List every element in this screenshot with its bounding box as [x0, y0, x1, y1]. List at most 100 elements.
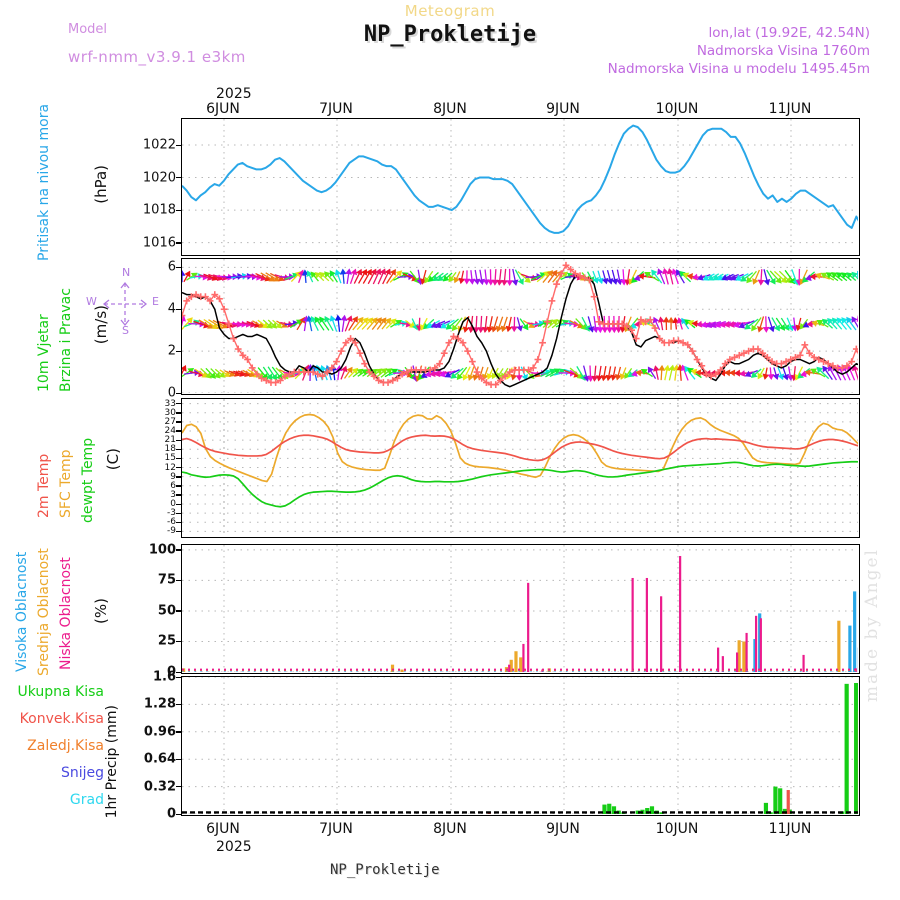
compass-cross-icon [102, 281, 148, 327]
meteogram-word: Meteogram [404, 2, 496, 20]
compass-n-label: N [122, 266, 131, 279]
y-tick-mark [176, 144, 181, 146]
y-tick-mark [176, 671, 181, 673]
y-tick-label: 6 [167, 259, 176, 275]
y-tick-mark [176, 209, 181, 211]
y-tick-label: 15 [164, 453, 176, 464]
precip-legend-item: Zaledj.Kisa [27, 738, 104, 754]
y-tick-mark [176, 177, 181, 179]
y-tick-label: 33 [164, 398, 176, 409]
elevation-text: Nadmorska Visina 1760m [696, 43, 870, 59]
y-tick-label: 0 [170, 499, 176, 510]
y-tick-mark [176, 467, 181, 469]
y-tick-mark [176, 579, 181, 582]
pressure-panel [181, 118, 860, 256]
y-tick-label: 6 [170, 480, 176, 491]
model-label: Model [68, 22, 108, 37]
y-tick-label: 0.64 [143, 751, 176, 767]
date-tick-bottom-8jun: 8JUN [433, 821, 467, 837]
y-tick-mark [176, 703, 181, 706]
compass-e-label: E [152, 295, 159, 308]
precip-legend-item: Ukupna Kisa [17, 684, 104, 700]
date-tick-bottom-10jun: 10JUN [655, 821, 699, 837]
lonlat-text: lon,lat (19.92E, 42.54N) [708, 25, 870, 41]
y-tick-mark [176, 266, 181, 269]
cloud-panel [181, 544, 860, 674]
y-tick-label: 100 [148, 542, 176, 558]
y-tick-mark [176, 421, 181, 423]
y-tick-label: -9 [167, 526, 176, 537]
model-value: wrf-nmm_v3.9.1 e3km [68, 48, 246, 66]
y-tick-mark [176, 308, 181, 311]
date-tick-10jun: 10JUN [655, 101, 699, 117]
y-tick-mark [176, 512, 181, 515]
wind-panel-label-1: 10m Vjetar [36, 314, 52, 392]
y-tick-mark [176, 731, 181, 733]
y-tick-label: 27 [164, 416, 176, 427]
year-label-bottom: 2025 [216, 839, 252, 855]
y-tick-label: 30 [164, 407, 176, 418]
y-tick-mark [176, 494, 181, 496]
y-tick-mark [176, 439, 181, 441]
date-tick-8jun: 8JUN [433, 101, 467, 117]
y-tick-label: 1022 [142, 137, 176, 153]
y-tick-mark [176, 521, 181, 524]
y-tick-mark [176, 392, 181, 394]
y-tick-label: 25 [157, 633, 176, 649]
y-tick-label: 75 [157, 572, 176, 588]
elevation-model-text: Nadmorska Visina u modelu 1495.45m [607, 61, 870, 77]
y-tick-mark [176, 503, 181, 505]
y-tick-mark [176, 350, 181, 353]
y-tick-label: 0.32 [143, 779, 176, 795]
y-tick-label: 50 [157, 603, 176, 619]
y-tick-mark [176, 676, 181, 678]
y-tick-label: 1.28 [143, 696, 176, 712]
y-tick-label: 18 [164, 444, 176, 455]
date-tick-6jun: 6JUN [206, 101, 240, 117]
y-tick-mark [176, 549, 181, 551]
page-title: NP_Prokletije [363, 22, 537, 47]
precip-panel [181, 676, 860, 816]
compass-s-label: S [122, 324, 129, 337]
date-tick-11jun: 11JUN [768, 101, 812, 117]
y-tick-label: 9 [170, 471, 176, 482]
year-label-top: 2025 [216, 86, 252, 102]
y-tick-label: 24 [164, 425, 176, 436]
watermark-text: made by Angel [862, 548, 882, 703]
y-tick-mark [176, 786, 181, 788]
precip-legend-item: Snijeg [60, 765, 104, 781]
y-tick-label: 1.6 [152, 669, 176, 685]
y-tick-mark [176, 640, 181, 643]
y-tick-mark [176, 530, 181, 533]
wind-panel [181, 258, 860, 395]
y-tick-label: 0.96 [143, 724, 176, 740]
footer-station-name: NP_Prokletije [330, 862, 440, 878]
y-tick-label: -6 [167, 517, 176, 528]
date-tick-bottom-7jun: 7JUN [319, 821, 353, 837]
y-tick-mark [176, 448, 181, 451]
precip-legend-item: Grad [69, 792, 104, 808]
compass-rose-icon: N S E W [86, 266, 164, 340]
y-tick-mark [176, 758, 181, 761]
date-tick-bottom-11jun: 11JUN [768, 821, 812, 837]
y-tick-mark [176, 485, 181, 487]
compass-w-label: W [86, 295, 97, 308]
y-tick-mark [176, 813, 181, 815]
y-tick-label: -3 [167, 508, 176, 519]
y-tick-label: 12 [164, 462, 176, 473]
y-tick-mark [176, 412, 181, 414]
y-tick-mark [176, 457, 181, 460]
date-tick-bottom-9jun: 9JUN [546, 821, 580, 837]
y-tick-label: 1020 [142, 170, 176, 186]
y-tick-label: 4 [167, 301, 176, 317]
date-tick-7jun: 7JUN [319, 101, 353, 117]
y-tick-mark [176, 430, 181, 432]
y-tick-mark [176, 403, 181, 405]
y-tick-label: 1016 [142, 235, 176, 251]
y-tick-label: 3 [170, 489, 176, 500]
y-tick-label: 1018 [142, 202, 176, 218]
y-tick-label: 2 [167, 343, 176, 359]
y-tick-mark [176, 242, 181, 244]
precip-legend-item: Konvek.Kisa [19, 711, 104, 727]
y-tick-mark [176, 476, 181, 478]
